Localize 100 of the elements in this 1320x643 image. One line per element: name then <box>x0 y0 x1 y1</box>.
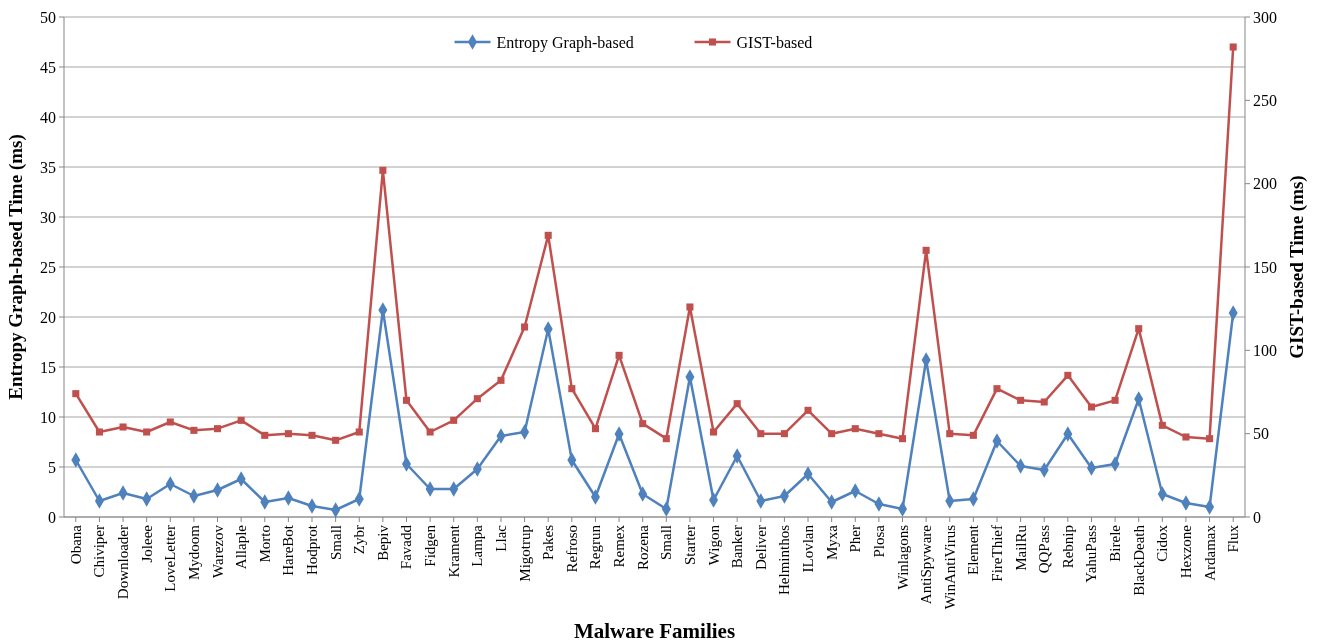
point <box>544 231 552 239</box>
point <box>804 406 812 414</box>
y2-tick-label: 100 <box>1253 341 1277 359</box>
legend-label: Entropy Graph-based <box>496 33 634 52</box>
point <box>261 431 269 439</box>
x-tick-label: Small <box>658 525 675 561</box>
y-tick-label: 15 <box>40 358 56 376</box>
y2-tick-label: 50 <box>1253 425 1269 443</box>
point <box>686 303 694 311</box>
y-tick-label: 40 <box>40 108 56 126</box>
point <box>473 395 481 403</box>
x-tick-label: QQPass <box>1036 524 1053 574</box>
point <box>166 418 174 426</box>
point <box>379 166 387 174</box>
point <box>1017 396 1025 404</box>
point <box>969 431 977 439</box>
x-tick-label: Rebnip <box>1059 525 1076 569</box>
x-tick-label: AntiSpyware <box>918 524 935 605</box>
y2-tick-label: 150 <box>1253 258 1277 276</box>
point <box>190 426 198 434</box>
point <box>946 430 954 438</box>
y2-tick-label: 200 <box>1253 175 1277 193</box>
x-tick-label: Flux <box>1225 524 1242 553</box>
x-tick-label: Regrun <box>587 524 604 570</box>
x-tick-label: HareBot <box>280 524 297 576</box>
x-tick-label: Favadd <box>398 524 415 570</box>
x-tick-label: LoveLetter <box>162 525 179 592</box>
x-tick-label: Downloader <box>115 525 132 600</box>
x-tick-label: Pakes <box>540 524 557 560</box>
x-tick-label: Banker <box>729 525 746 569</box>
legend-label: GIST-based <box>736 33 813 51</box>
point <box>757 430 765 438</box>
x-axis-title: Malware Families <box>573 619 736 643</box>
x-tick-label: Fidgen <box>422 524 439 567</box>
point <box>1040 398 1048 406</box>
x-tick-label: Mydoom <box>185 524 202 581</box>
x-tick-label: Winlagons <box>894 524 911 590</box>
point <box>615 351 623 359</box>
point <box>332 436 340 444</box>
y-axis-title: Entropy Graph-based Time (ms) <box>5 134 27 400</box>
x-tick-label: Chiviper <box>91 525 108 578</box>
point <box>898 435 907 443</box>
point <box>875 430 883 438</box>
point <box>780 430 788 438</box>
x-tick-label: Krament <box>445 524 462 578</box>
x-tick-label: Cidox <box>1154 524 1171 562</box>
point <box>450 416 458 424</box>
point <box>1229 43 1237 51</box>
x-tick-label: Birele <box>1107 524 1124 562</box>
x-tick-label: Morto <box>256 525 273 563</box>
x-tick-label: Helminthos <box>776 524 793 595</box>
x-tick-label: Migotrup <box>516 525 533 582</box>
y-tick-label: 25 <box>40 258 56 276</box>
x-tick-label: FireThief <box>988 525 1005 582</box>
point <box>1111 396 1119 404</box>
x-tick-label: ILovlan <box>800 524 817 573</box>
point <box>497 376 505 384</box>
point <box>95 428 103 436</box>
point <box>922 246 930 254</box>
point <box>521 323 529 331</box>
x-tick-label: Refroso <box>563 525 580 573</box>
point <box>591 425 599 433</box>
y2-axis-title: GIST-based Time (ms) <box>1286 175 1308 359</box>
y-tick-label: 45 <box>40 58 56 76</box>
x-tick-label: MailRu <box>1012 524 1029 571</box>
x-tick-label: Element <box>965 524 982 575</box>
point <box>710 428 718 436</box>
point <box>1064 371 1072 379</box>
point <box>851 425 859 433</box>
point <box>639 420 647 428</box>
x-tick-label: Deliver <box>752 525 769 570</box>
x-tick-label: Starter <box>681 525 698 565</box>
x-tick-label: Rozena <box>634 524 651 570</box>
x-tick-label: YahuPass <box>1083 524 1100 583</box>
point <box>426 428 434 436</box>
x-tick-label: Hexzone <box>1177 524 1194 579</box>
point <box>402 396 411 404</box>
point <box>1158 421 1166 429</box>
y2-tick-label: 0 <box>1253 508 1261 526</box>
point <box>1135 325 1143 333</box>
x-tick-label: WinAntiVirus <box>941 524 958 610</box>
y-tick-label: 0 <box>48 508 56 526</box>
y-tick-label: 5 <box>48 458 56 476</box>
x-tick-label: Lampa <box>469 524 486 567</box>
x-tick-label: Obana <box>67 524 84 565</box>
point <box>119 423 127 431</box>
y-tick-label: 30 <box>40 208 56 226</box>
x-tick-label: Allaple <box>233 524 250 570</box>
x-tick-label: Myxa <box>823 524 840 560</box>
point <box>237 416 245 424</box>
y2-tick-label: 250 <box>1253 91 1277 109</box>
point <box>1206 435 1214 443</box>
y-tick-label: 10 <box>40 408 56 426</box>
point <box>993 385 1001 393</box>
point <box>355 428 363 436</box>
x-tick-label: Joleee <box>138 524 155 563</box>
x-tick-label: Bepiv <box>374 524 391 561</box>
y2-tick-label: 300 <box>1253 8 1277 26</box>
x-tick-label: Plosa <box>870 524 887 558</box>
x-tick-label: BlackDeath <box>1130 524 1147 596</box>
